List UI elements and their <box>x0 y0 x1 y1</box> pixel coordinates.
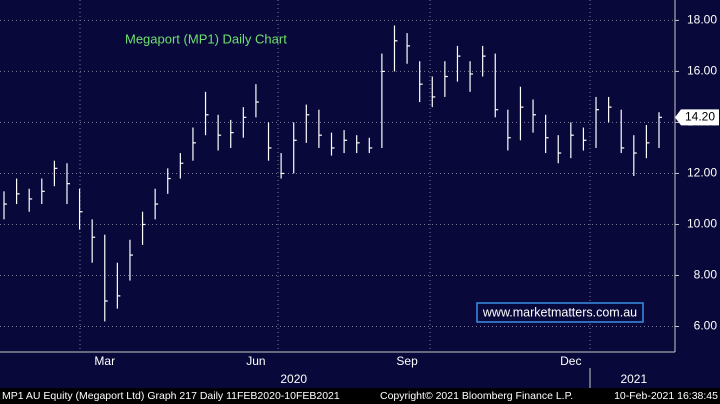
footer-right: 10-Feb-2021 16:38:45 <box>614 390 718 402</box>
plot-area <box>0 0 675 352</box>
year-label: 2020 <box>280 372 307 386</box>
y-axis-area <box>675 0 720 388</box>
footer-left: MP1 AU Equity (Megaport Ltd) Graph 217 D… <box>2 390 340 402</box>
x-tick-label: Mar <box>94 354 115 368</box>
y-tick-label: 10.00 <box>687 217 717 231</box>
y-tick-label: 12.00 <box>687 166 717 180</box>
year-label: 2021 <box>620 372 647 386</box>
x-tick-label: Jun <box>246 354 265 368</box>
watermark: www.marketmatters.com.au <box>482 305 637 319</box>
x-tick-label: Sep <box>396 354 418 368</box>
y-tick-label: 6.00 <box>694 319 718 333</box>
last-price-label: 14.20 <box>685 110 715 124</box>
y-tick-label: 16.00 <box>687 64 717 78</box>
x-tick-label: Dec <box>560 354 581 368</box>
x-axis-area <box>0 352 675 388</box>
footer-center: Copyright© 2021 Bloomberg Finance L.P. <box>380 390 573 402</box>
watermark-box <box>476 302 644 323</box>
last-price-box <box>675 109 719 126</box>
y-tick-label: 8.00 <box>694 268 718 282</box>
chart-title: Megaport (MP1) Daily Chart <box>125 31 287 46</box>
y-tick-label: 18.00 <box>687 13 717 27</box>
